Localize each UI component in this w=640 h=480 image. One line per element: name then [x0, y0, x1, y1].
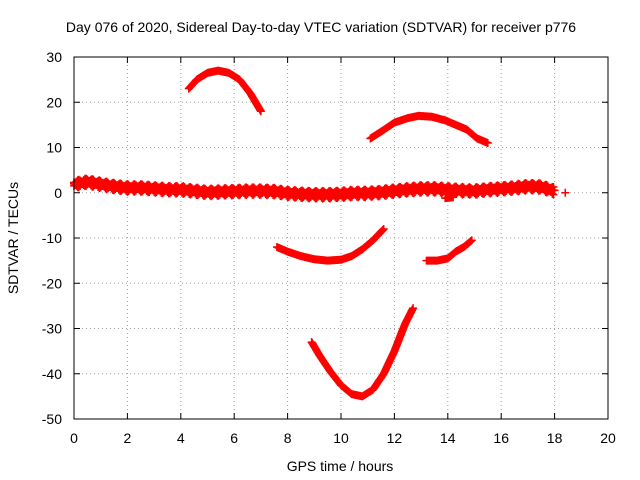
data-point — [466, 237, 475, 246]
chart-title: Day 076 of 2020, Sidereal Day-to-day VTE… — [66, 19, 576, 35]
x-tick-label: 4 — [177, 430, 185, 446]
y-tick-label: -30 — [42, 321, 62, 337]
y-tick-label: -20 — [42, 275, 62, 291]
x-tick-label: 10 — [333, 430, 349, 446]
gridlines — [74, 57, 608, 419]
data-point — [378, 225, 387, 234]
series-arc-minus13 — [272, 224, 388, 265]
data-point — [550, 186, 559, 195]
y-tick-label: 10 — [46, 140, 62, 156]
x-tick-label: 20 — [600, 430, 616, 446]
data-point — [561, 188, 570, 197]
series-arc-20 — [184, 66, 265, 116]
plot-frame — [73, 56, 609, 420]
y-tick-label: -50 — [42, 411, 62, 427]
y-tick-label: 20 — [46, 94, 62, 110]
data-point — [449, 193, 458, 202]
data-point — [467, 236, 476, 245]
y-tick-label: 0 — [54, 185, 62, 201]
y-tick-label: 30 — [46, 49, 62, 65]
data-point — [549, 190, 558, 199]
data-point — [409, 304, 418, 313]
data-point — [466, 237, 475, 246]
data-point — [483, 138, 492, 147]
axis-ticks: 0 2 4 6 8 10 12 14 16 18 20 -50 -40 -30 -20 -10 0 10 20 30 — [42, 49, 616, 446]
series-outlier — [561, 188, 570, 197]
series-arc-minus14 — [422, 236, 476, 265]
series-arc-12 — [366, 111, 492, 147]
x-tick-label: 0 — [70, 430, 78, 446]
data-point — [378, 226, 387, 235]
x-tick-label: 18 — [547, 430, 563, 446]
data-point — [549, 182, 558, 191]
x-tick-label: 2 — [124, 430, 132, 446]
y-tick-label: -10 — [42, 230, 62, 246]
x-axis-label: GPS time / hours — [287, 458, 394, 474]
series-arc-minus40 — [307, 304, 418, 401]
x-tick-label: 16 — [493, 430, 509, 446]
data-point — [379, 224, 388, 233]
x-tick-label: 8 — [284, 430, 292, 446]
x-tick-label: 6 — [230, 430, 238, 446]
x-tick-label: 14 — [440, 430, 456, 446]
series-drop — [441, 193, 458, 203]
data-point — [256, 107, 265, 116]
data-marks — [70, 66, 570, 401]
series-main-band — [70, 174, 559, 203]
y-axis-label: SDTVAR / TECUs — [5, 182, 21, 294]
x-tick-label: 12 — [387, 430, 403, 446]
y-tick-label: -40 — [42, 366, 62, 382]
